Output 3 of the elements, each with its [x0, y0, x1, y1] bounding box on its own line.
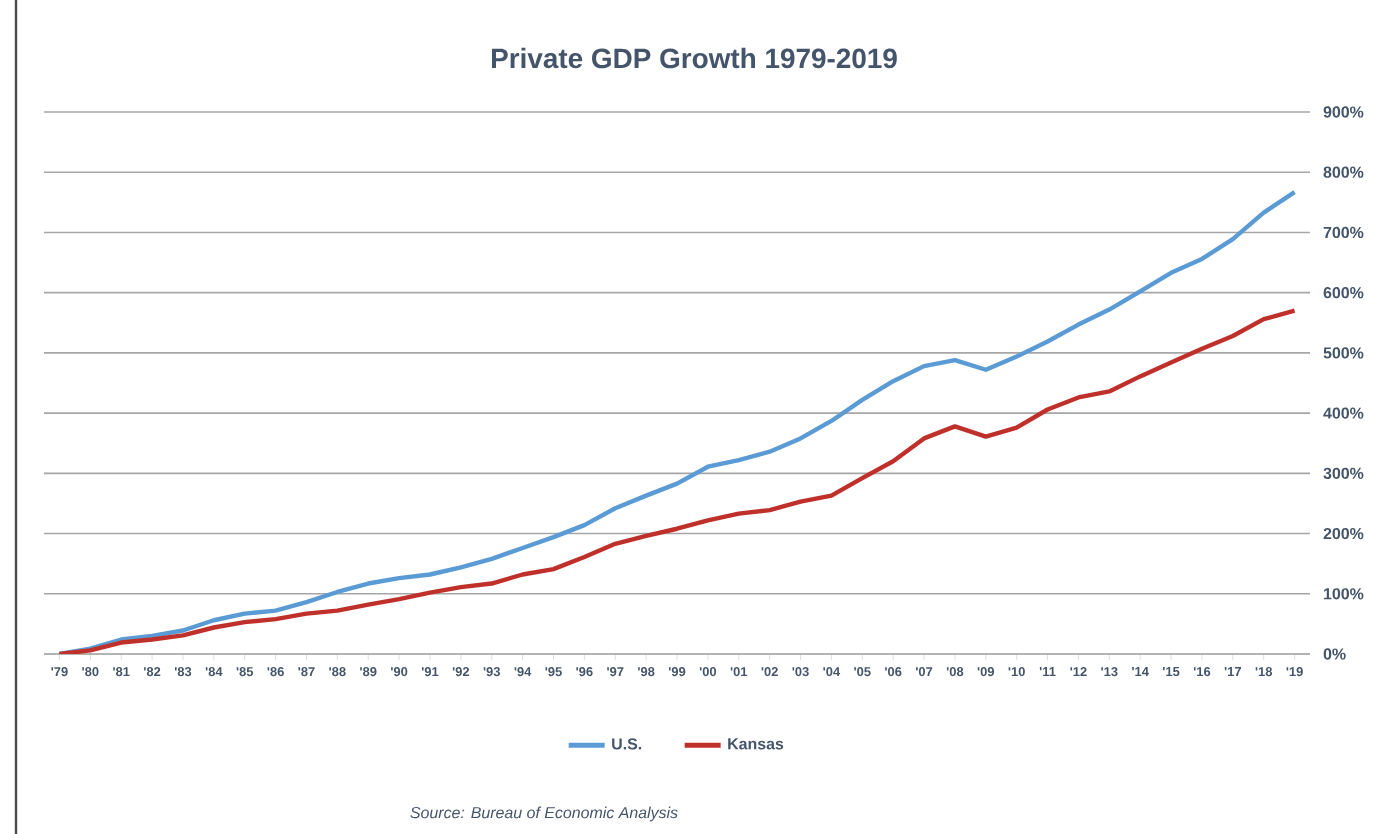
line-series	[57, 308, 1297, 654]
line-series	[57, 189, 1297, 654]
chart-title: Private GDP Growth 1979-2019	[492, 47, 897, 69]
